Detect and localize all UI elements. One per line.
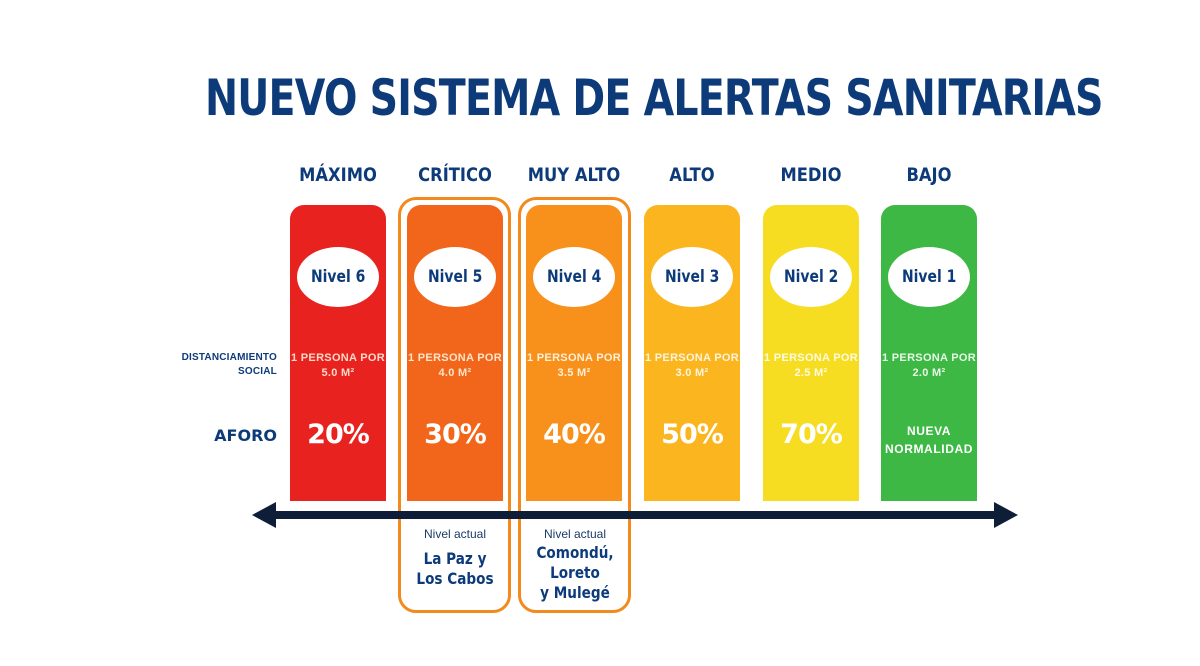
level-column-nivel-1: Nivel 1 1 PERSONA POR 2.0 M² NUEVA NORMA… — [881, 205, 977, 501]
level-badge-label: Nivel 1 — [901, 267, 957, 287]
distanciamiento-line1: 1 PERSONA POR — [645, 352, 739, 364]
distanciamiento-line2: 3.5 M² — [557, 367, 591, 379]
arrow-left-head-icon — [252, 502, 276, 528]
level-column-nivel-2: Nivel 2 1 PERSONA POR 2.5 M² 70% — [763, 205, 859, 501]
current-level-places-nivel-5: La Paz y Los Cabos — [408, 549, 502, 589]
level-column-nivel-5: Nivel 5 1 PERSONA POR 4.0 M² 30% — [407, 205, 503, 501]
distanciamiento-line2: 2.5 M² — [794, 367, 828, 379]
place-line: Comondú, — [536, 543, 614, 562]
aforo-value: 70% — [780, 419, 843, 450]
level-badge: Nivel 1 — [888, 247, 970, 307]
distanciamiento-line2: 3.0 M² — [675, 367, 709, 379]
level-scale-arrow — [252, 502, 1018, 528]
aforo-label: AFORO — [214, 426, 277, 445]
arrow-right-head-icon — [994, 502, 1018, 528]
distanciamiento-label-line1: DISTANCIAMIENTO — [181, 352, 277, 363]
distanciamiento-line2: 4.0 M² — [438, 367, 472, 379]
level-badge-label: Nivel 3 — [664, 267, 720, 287]
current-level-label-nivel-4: Nivel actual — [543, 527, 607, 541]
distanciamiento-line1: 1 PERSONA POR — [408, 352, 502, 364]
level-badge: Nivel 5 — [414, 247, 496, 307]
level-column-nivel-4: Nivel 4 1 PERSONA POR 3.5 M² 40% — [526, 205, 622, 501]
current-level-label-nivel-5: Nivel actual — [423, 527, 487, 541]
aforo-line2: NORMALIDAD — [885, 442, 973, 456]
level-badge-label: Nivel 2 — [783, 267, 839, 287]
level-badge-label: Nivel 6 — [310, 267, 366, 287]
distanciamiento-value: 1 PERSONA POR 3.5 M² — [526, 351, 622, 381]
level-name-alto: ALTO — [669, 164, 715, 186]
level-badge: Nivel 6 — [297, 247, 379, 307]
aforo-value: 20% — [307, 419, 370, 450]
current-level-outline-nivel-5 — [398, 197, 511, 613]
place-line: La Paz y — [423, 549, 487, 568]
distanciamiento-line1: 1 PERSONA POR — [882, 352, 976, 364]
current-level-outline-nivel-4 — [518, 197, 631, 613]
level-badge-label: Nivel 5 — [427, 267, 483, 287]
aforo-value: 40% — [543, 419, 606, 450]
level-column-nivel-3: Nivel 3 1 PERSONA POR 3.0 M² 50% — [644, 205, 740, 501]
level-column-nivel-6: Nivel 6 1 PERSONA POR 5.0 M² 20% — [290, 205, 386, 501]
level-name-critico: CRÍTICO — [418, 164, 492, 186]
aforo-line1: NUEVA — [906, 424, 952, 438]
level-name-maximo: MÁXIMO — [299, 164, 377, 186]
current-level-places-nivel-4: Comondú, Loreto y Mulegé — [528, 543, 622, 603]
level-name-muy-alto: MUY ALTO — [527, 164, 621, 186]
distanciamiento-value: 1 PERSONA POR 2.0 M² — [881, 351, 977, 381]
distanciamiento-line2: 5.0 M² — [321, 367, 355, 379]
distanciamiento-label: DISTANCIAMIENTO SOCIAL — [150, 351, 277, 379]
distanciamiento-label-line2: SOCIAL — [238, 366, 277, 377]
aforo-value: 50% — [661, 419, 724, 450]
level-badge: Nivel 2 — [770, 247, 852, 307]
distanciamiento-value: 1 PERSONA POR 5.0 M² — [290, 351, 386, 381]
level-name-bajo: BAJO — [906, 164, 952, 186]
distanciamiento-line1: 1 PERSONA POR — [764, 352, 858, 364]
level-badge: Nivel 4 — [533, 247, 615, 307]
aforo-value: NUEVA NORMALIDAD — [881, 422, 977, 458]
distanciamiento-value: 1 PERSONA POR 2.5 M² — [763, 351, 859, 381]
arrow-shaft — [272, 511, 998, 519]
distanciamiento-line1: 1 PERSONA POR — [527, 352, 621, 364]
aforo-value: 30% — [424, 419, 487, 450]
level-badge-label: Nivel 4 — [546, 267, 602, 287]
page-title: NUEVO SISTEMA DE ALERTAS SANITARIAS — [205, 69, 1104, 127]
level-name-medio: MEDIO — [780, 164, 842, 186]
place-line: Los Cabos — [416, 569, 494, 588]
place-line: Loreto — [550, 563, 600, 582]
place-line: y Mulegé — [540, 583, 610, 602]
level-badge: Nivel 3 — [651, 247, 733, 307]
distanciamiento-line1: 1 PERSONA POR — [291, 352, 385, 364]
distanciamiento-value: 1 PERSONA POR 3.0 M² — [644, 351, 740, 381]
distanciamiento-line2: 2.0 M² — [912, 367, 946, 379]
distanciamiento-value: 1 PERSONA POR 4.0 M² — [407, 351, 503, 381]
